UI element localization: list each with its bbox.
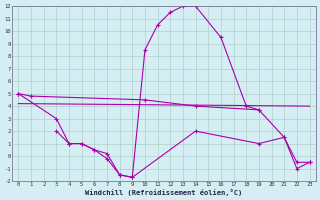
X-axis label: Windchill (Refroidissement éolien,°C): Windchill (Refroidissement éolien,°C): [85, 189, 243, 196]
